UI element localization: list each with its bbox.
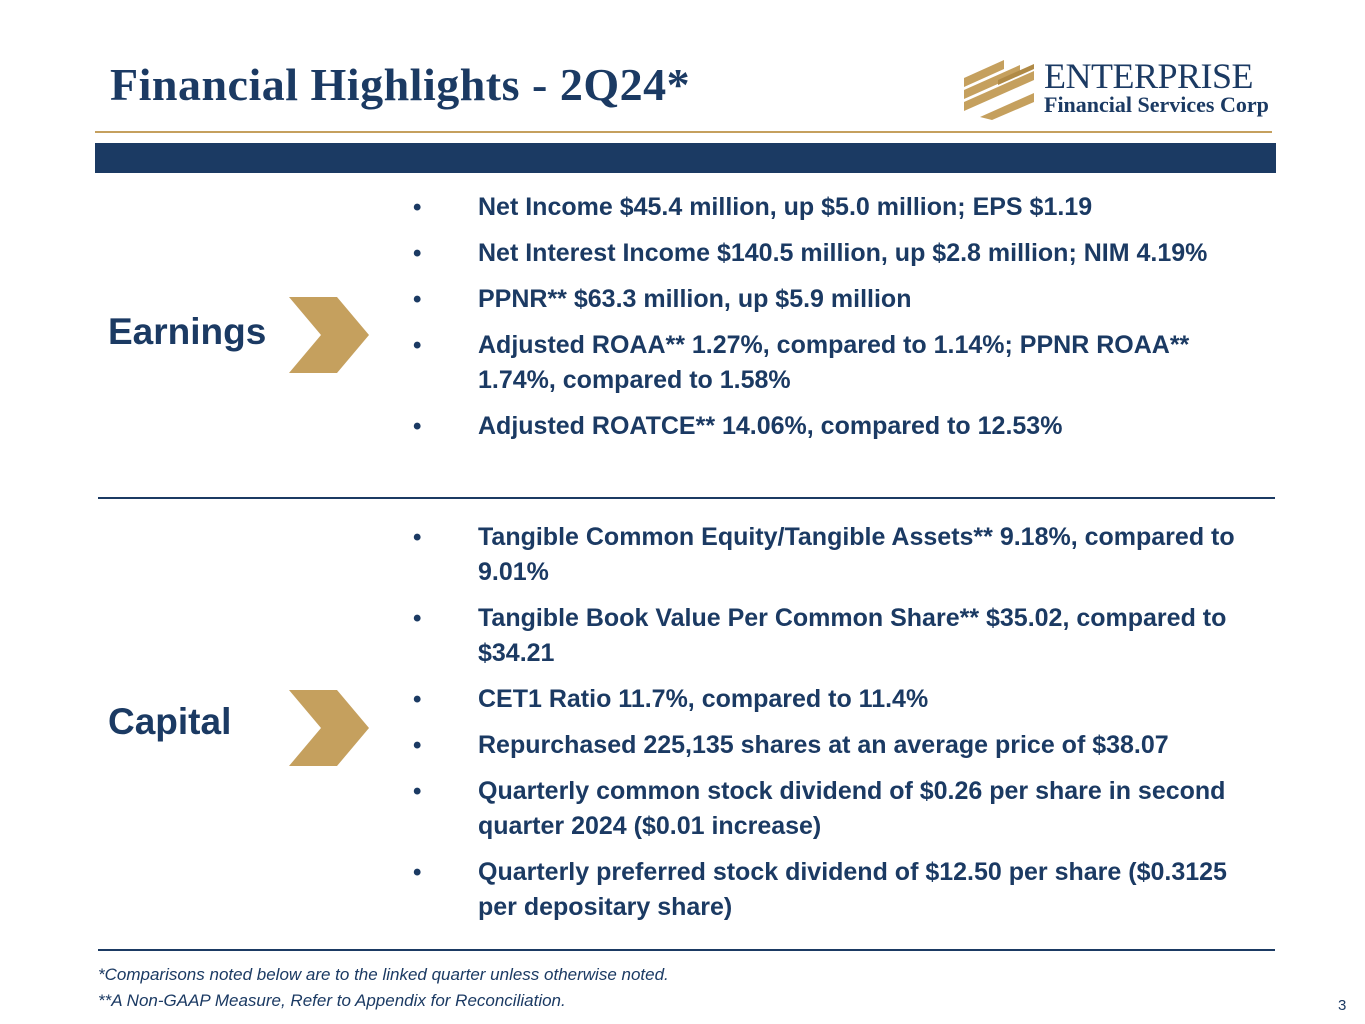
- bullet-dot: •: [413, 778, 422, 805]
- bullet-text: Adjusted ROAA** 1.27%, compared to 1.14%…: [478, 331, 1190, 394]
- bullet-text: Tangible Book Value Per Common Share** $…: [478, 604, 1227, 667]
- bullet-dot: •: [413, 332, 422, 359]
- list-item: • Quarterly preferred stock dividend of …: [408, 855, 1268, 925]
- list-item: • PPNR** $63.3 million, up $5.9 million: [408, 282, 1268, 317]
- bullet-dot: •: [413, 524, 422, 551]
- bullet-text: Quarterly common stock dividend of $0.26…: [478, 777, 1226, 840]
- logo-wordmark: ENTERPRISE: [1044, 56, 1254, 96]
- section-label-capital: Capital: [108, 701, 232, 742]
- list-item: • Tangible Common Equity/Tangible Assets…: [408, 520, 1268, 590]
- bullet-text: PPNR** $63.3 million, up $5.9 million: [478, 285, 912, 313]
- bullet-dot: •: [413, 194, 422, 221]
- bullet-dot: •: [413, 732, 422, 759]
- bullet-dot: •: [413, 286, 422, 313]
- list-item: • CET1 Ratio 11.7%, compared to 11.4%: [408, 682, 1268, 717]
- company-logo: ENTERPRISE Financial Services Corp: [962, 56, 1282, 126]
- bullet-text: Net Interest Income $140.5 million, up $…: [478, 239, 1208, 267]
- footnote: *Comparisons noted below are to the link…: [98, 965, 669, 984]
- header-bar: [95, 143, 1276, 173]
- bullet-dot: •: [413, 413, 422, 440]
- bullet-text: Repurchased 225,135 shares at an average…: [478, 731, 1169, 759]
- chevron-right-icon: [289, 297, 369, 373]
- list-item: • Repurchased 225,135 shares at an avera…: [408, 728, 1268, 763]
- bullet-text: Tangible Common Equity/Tangible Assets**…: [478, 523, 1235, 586]
- capital-bullet-list: • Tangible Common Equity/Tangible Assets…: [408, 520, 1268, 936]
- logo-subtitle: Financial Services Corp: [1044, 92, 1269, 117]
- list-item: • Adjusted ROAA** 1.27%, compared to 1.1…: [408, 328, 1268, 398]
- list-item: • Net Income $45.4 million, up $5.0 mill…: [408, 190, 1268, 225]
- footnote: **A Non-GAAP Measure, Refer to Appendix …: [98, 991, 566, 1010]
- section-label-earnings: Earnings: [108, 311, 267, 352]
- bullet-dot: •: [413, 240, 422, 267]
- section-divider: [98, 949, 1275, 951]
- bullet-text: CET1 Ratio 11.7%, compared to 11.4%: [478, 685, 929, 713]
- bullet-dot: •: [413, 859, 422, 886]
- bullet-text: Adjusted ROATCE** 14.06%, compared to 12…: [478, 412, 1063, 440]
- footnotes: *Comparisons noted below are to the link…: [98, 962, 669, 1014]
- list-item: • Net Interest Income $140.5 million, up…: [408, 236, 1268, 271]
- list-item: • Tangible Book Value Per Common Share**…: [408, 601, 1268, 671]
- list-item: • Quarterly common stock dividend of $0.…: [408, 774, 1268, 844]
- bullet-dot: •: [413, 605, 422, 632]
- chevron-right-icon: [289, 690, 369, 766]
- bullet-dot: •: [413, 686, 422, 713]
- bullet-text: Quarterly preferred stock dividend of $1…: [478, 858, 1227, 921]
- gold-divider: [95, 131, 1272, 133]
- slide-title: Financial Highlights - 2Q24*: [110, 59, 691, 110]
- logo-mark-icon: [964, 60, 1034, 120]
- list-item: • Adjusted ROATCE** 14.06%, compared to …: [408, 409, 1268, 444]
- page-number: 3: [1338, 997, 1347, 1014]
- earnings-bullet-list: • Net Income $45.4 million, up $5.0 mill…: [408, 190, 1268, 455]
- section-divider: [98, 497, 1275, 499]
- bullet-text: Net Income $45.4 million, up $5.0 millio…: [478, 193, 1093, 221]
